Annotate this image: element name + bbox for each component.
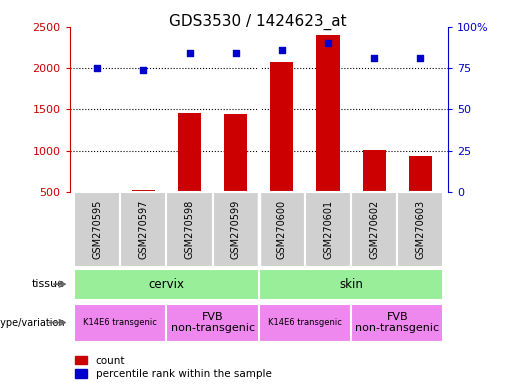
Point	[139, 67, 147, 73]
Text: GSM270602: GSM270602	[369, 200, 379, 259]
Bar	[213, 192, 259, 267]
Text: GDS3530 / 1424623_at: GDS3530 / 1424623_at	[169, 13, 346, 30]
Text: GSM270598: GSM270598	[184, 200, 195, 259]
Bar	[85, 191, 109, 192]
Text: K14E6 transgenic: K14E6 transgenic	[83, 318, 157, 327]
Text: GSM270595: GSM270595	[92, 200, 102, 259]
Point	[370, 55, 379, 61]
Bar	[397, 192, 443, 267]
Bar	[363, 150, 386, 192]
Bar	[166, 303, 259, 342]
Text: tissue: tissue	[32, 279, 65, 289]
Bar	[351, 192, 397, 267]
Text: genotype/variation: genotype/variation	[0, 318, 65, 328]
Text: K14E6 transgenic: K14E6 transgenic	[268, 318, 342, 327]
Bar	[351, 303, 443, 342]
Bar	[317, 35, 339, 192]
Text: GSM270597: GSM270597	[139, 200, 148, 259]
Text: FVB
non-transgenic: FVB non-transgenic	[170, 312, 255, 333]
Bar	[74, 303, 166, 342]
Text: skin: skin	[339, 278, 363, 291]
Bar	[121, 192, 166, 267]
Legend: count, percentile rank within the sample: count, percentile rank within the sample	[75, 356, 271, 379]
Bar	[305, 192, 351, 267]
Bar	[166, 192, 213, 267]
Bar	[259, 192, 305, 267]
Bar	[178, 113, 201, 192]
Point	[232, 50, 240, 56]
Point	[185, 50, 194, 56]
Bar	[259, 269, 443, 300]
Bar	[270, 61, 294, 192]
Bar	[74, 269, 259, 300]
Text: GSM270603: GSM270603	[416, 200, 425, 259]
Bar	[74, 192, 121, 267]
Text: FVB
non-transgenic: FVB non-transgenic	[355, 312, 439, 333]
Bar	[132, 190, 155, 192]
Point	[93, 65, 101, 71]
Text: cervix: cervix	[148, 278, 184, 291]
Bar	[259, 303, 351, 342]
Point	[278, 47, 286, 53]
Bar	[224, 114, 247, 192]
Text: GSM270600: GSM270600	[277, 200, 287, 259]
Point	[324, 40, 332, 46]
Point	[416, 55, 424, 61]
Text: GSM270601: GSM270601	[323, 200, 333, 259]
Text: GSM270599: GSM270599	[231, 200, 241, 259]
Bar	[409, 157, 432, 192]
